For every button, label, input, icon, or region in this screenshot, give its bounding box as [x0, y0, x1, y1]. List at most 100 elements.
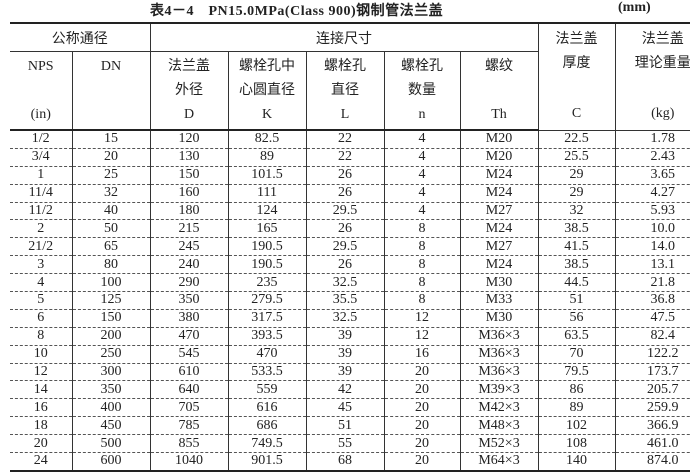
cell-dn: 250	[71, 345, 150, 364]
cell-l: 32.5	[305, 309, 384, 328]
cell-c: 25.5	[537, 148, 616, 167]
header-th: 螺纹 Th	[459, 51, 539, 131]
cell-d: 180	[149, 202, 228, 221]
cell-l: 42	[305, 380, 384, 400]
cell-dn: 600	[71, 452, 150, 472]
cell-d: 245	[149, 237, 228, 257]
cell-d: 545	[149, 345, 228, 364]
cell-d: 380	[149, 309, 228, 328]
cell-nps: 20	[10, 434, 72, 454]
cell-k: 901.5	[227, 452, 306, 472]
header-d: 法兰盖 外径 D	[149, 51, 228, 131]
cell-dn: 20	[71, 148, 150, 167]
cell-weight: 10.0	[614, 219, 690, 239]
cell-d: 240	[149, 255, 228, 275]
cell-c: 89	[537, 398, 616, 418]
table-row: 2 50 215 165 26 8 M24 38.5 10.0	[10, 219, 690, 239]
cell-c: 140	[537, 452, 616, 472]
cell-l: 22	[305, 148, 384, 167]
table-row: 11/4 32 160 111 26 4 M24 29 4.27	[10, 184, 690, 203]
cell-nps: 5	[10, 291, 72, 310]
header-thickness: 法兰盖 厚度 C	[537, 22, 616, 131]
cell-n: 8	[383, 219, 460, 239]
cell-d: 855	[149, 434, 228, 454]
cell-k: 279.5	[227, 291, 306, 310]
cell-l: 26	[305, 184, 384, 203]
cell-th: M64×3	[459, 452, 539, 472]
cell-l: 51	[305, 416, 384, 436]
cell-d: 610	[149, 363, 228, 382]
header-weight: 法兰盖 理论重量 (kg)	[614, 22, 690, 131]
cell-d: 160	[149, 184, 228, 203]
table-row: 3/4 20 130 89 22 4 M20 25.5 2.43	[10, 148, 690, 167]
cell-n: 12	[383, 309, 460, 328]
cell-weight: 47.5	[614, 309, 690, 328]
cell-c: 32	[537, 202, 616, 221]
cell-k: 190.5	[227, 255, 306, 275]
cell-dn: 50	[71, 219, 150, 239]
cell-dn: 400	[71, 398, 150, 418]
cell-weight: 1.78	[614, 130, 690, 149]
cell-k: 559	[227, 380, 306, 400]
cell-th: M48×3	[459, 416, 539, 436]
cell-dn: 450	[71, 416, 150, 436]
cell-nps: 3	[10, 255, 72, 275]
cell-weight: 259.9	[614, 398, 690, 418]
table-title: 表4－4 PN15.0MPa(Class 900)钢制管法兰盖	[150, 4, 444, 19]
table-row: 1/2 15 120 82.5 22 4 M20 22.5 1.78	[10, 130, 690, 149]
cell-nps: 10	[10, 345, 72, 364]
cell-d: 705	[149, 398, 228, 418]
cell-c: 63.5	[537, 327, 616, 346]
cell-l: 39	[305, 363, 384, 382]
cell-n: 4	[383, 184, 460, 203]
cell-th: M33	[459, 291, 539, 310]
cell-k: 533.5	[227, 363, 306, 382]
cell-th: M27	[459, 237, 539, 257]
cell-n: 20	[383, 452, 460, 472]
cell-d: 785	[149, 416, 228, 436]
cell-d: 150	[149, 166, 228, 185]
cell-dn: 32	[71, 184, 150, 203]
cell-n: 8	[383, 291, 460, 310]
cell-th: M20	[459, 148, 539, 167]
cell-th: M24	[459, 184, 539, 203]
table-row: 16 400 705 616 45 20 M42×3 89 259.9	[10, 398, 690, 418]
cell-nps: 24	[10, 452, 72, 472]
table-row: 6 150 380 317.5 32.5 12 M30 56 47.5	[10, 309, 690, 328]
cell-l: 45	[305, 398, 384, 418]
cell-l: 35.5	[305, 291, 384, 310]
cell-n: 20	[383, 363, 460, 382]
cell-th: M30	[459, 273, 539, 293]
cell-dn: 350	[71, 380, 150, 400]
header-nps: NPS (in)	[10, 51, 72, 131]
cell-n: 20	[383, 398, 460, 418]
table-row: 4 100 290 235 32.5 8 M30 44.5 21.8	[10, 273, 690, 293]
table-row: 12 300 610 533.5 39 20 M36×3 79.5 173.7	[10, 363, 690, 382]
cell-weight: 461.0	[614, 434, 690, 454]
header-connection-dimensions: 连接尺寸	[149, 22, 539, 52]
cell-d: 215	[149, 219, 228, 239]
cell-c: 51	[537, 291, 616, 310]
cell-c: 38.5	[537, 219, 616, 239]
cell-d: 130	[149, 148, 228, 167]
table-row: 14 350 640 559 42 20 M39×3 86 205.7	[10, 380, 690, 400]
cell-c: 79.5	[537, 363, 616, 382]
cell-th: M39×3	[459, 380, 539, 400]
cell-nps: 8	[10, 327, 72, 346]
cell-nps: 18	[10, 416, 72, 436]
cell-weight: 21.8	[614, 273, 690, 293]
cell-dn: 300	[71, 363, 150, 382]
cell-n: 16	[383, 345, 460, 364]
cell-th: M20	[459, 130, 539, 149]
cell-dn: 65	[71, 237, 150, 257]
table-row: 5 125 350 279.5 35.5 8 M33 51 36.8	[10, 291, 690, 310]
cell-nps: 1/2	[10, 130, 72, 149]
cell-weight: 173.7	[614, 363, 690, 382]
table-row: 18 450 785 686 51 20 M48×3 102 366.9	[10, 416, 690, 436]
cell-l: 26	[305, 255, 384, 275]
cell-nps: 14	[10, 380, 72, 400]
table-row: 11/2 40 180 124 29.5 4 M27 32 5.93	[10, 202, 690, 221]
cell-l: 26	[305, 166, 384, 185]
cell-nps: 3/4	[10, 148, 72, 167]
cell-weight: 205.7	[614, 380, 690, 400]
